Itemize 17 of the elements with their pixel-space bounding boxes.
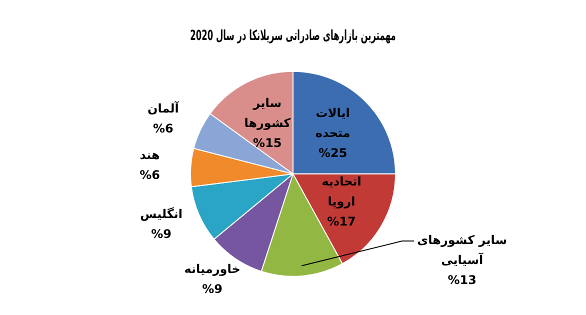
data-label: %25 [318,146,348,160]
slice-label: آلمان [147,100,180,116]
slice-label: سایر کشورهای آسیایی [417,233,508,268]
data-label: %6 [140,168,160,182]
slice-label: اتحادیه اروپا [322,174,362,209]
slice-label: سایر کشورها [244,96,291,130]
data-label: %9 [151,226,172,241]
data-label: %13 [448,273,476,288]
chart-title: مهمترین بازارهای صادراتی سریلانکا در سال 2020 [190,26,396,44]
slice-label: خاورمیانه [184,262,240,276]
slice-label: هند [140,148,160,162]
data-label: %6 [152,121,174,136]
data-label: %17 [327,214,356,229]
slice-label: ایالات متحده [315,106,350,140]
data-label: %9 [202,282,223,296]
slice-label: انگلیس [140,206,182,221]
data-label: %15 [253,136,282,150]
